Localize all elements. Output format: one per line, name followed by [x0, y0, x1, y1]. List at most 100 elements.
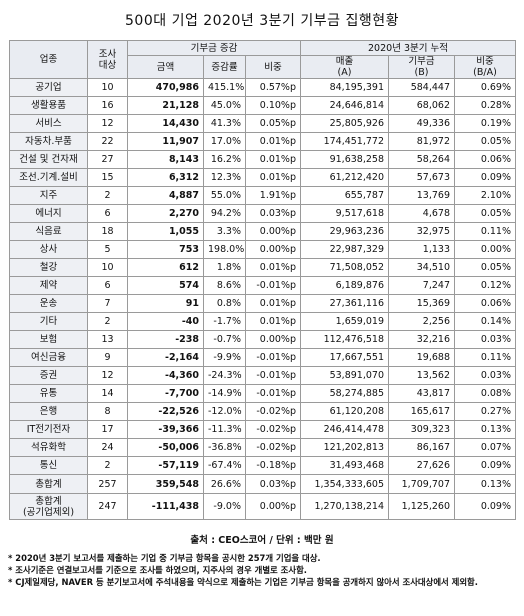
value-cell: 0.05%	[454, 204, 516, 223]
column-header: 비중	[245, 55, 301, 79]
group-header: 기부금 증감	[127, 40, 301, 56]
column-header: 업종	[9, 40, 88, 79]
value-cell: 71,508,052	[300, 258, 389, 277]
value-cell: 4,678	[388, 204, 455, 223]
column-header: 매출 (A)	[300, 55, 389, 79]
industry-cell: 제약	[9, 276, 88, 295]
industry-cell: 석유화학	[9, 438, 88, 457]
industry-cell: 생활용품	[9, 96, 88, 115]
note: * 조사기준은 연결보고서를 기준으로 조사를 하였으며, 지주사의 경우 개별…	[8, 565, 307, 575]
donation-table: 업종 조사 대상 기부금 증감 2020년 3분기 누적 금액 증감률 비중 매출 (A) 기부…	[9, 40, 516, 520]
value-cell: 1,270,138,214	[300, 493, 389, 520]
table-row: 에너지 6 2,270 94.2% 0.03%p 9,517,618 4,678 0.05%	[9, 204, 516, 223]
value-cell: 21,128	[127, 96, 204, 115]
value-cell: 0.27%	[454, 402, 516, 421]
table-row: 총합계 (공기업제외) 247 -111,438 -9.0% 0.00%p 1,270,1…	[9, 493, 516, 520]
value-cell: -111,438	[127, 493, 204, 520]
value-cell: 0.07%	[454, 438, 516, 457]
value-cell: 6	[87, 276, 128, 295]
value-cell: -0.01%p	[245, 384, 301, 403]
table-row: 식음료 18 1,055 3.3% 0.00%p 29,963,236 32,975 0.11…	[9, 222, 516, 241]
value-cell: 6,312	[127, 168, 204, 187]
table-row: 자동차.부품 22 11,907 17.0% 0.01%p 174,451,772 81,9…	[9, 132, 516, 151]
value-cell: 22,987,329	[300, 240, 389, 259]
value-cell: 0.01%p	[245, 312, 301, 331]
table-row: 공기업 10 470,986 415.1% 0.57%p 84,195,391 584,44…	[9, 78, 516, 97]
value-cell: 27	[87, 150, 128, 169]
value-cell: 8.6%	[203, 276, 246, 295]
value-cell: -238	[127, 330, 204, 349]
value-cell: 94.2%	[203, 204, 246, 223]
value-cell: -9.9%	[203, 348, 246, 367]
industry-cell: 자동차.부품	[9, 132, 88, 151]
table-row: 건설 및 건자재 27 8,143 16.2% 0.01%p 91,638,258 58,2…	[9, 150, 516, 169]
value-cell: 7	[87, 294, 128, 313]
value-cell: -40	[127, 312, 204, 331]
value-cell: 49,336	[388, 114, 455, 133]
value-cell: -12.0%	[203, 402, 246, 421]
value-cell: 27,626	[388, 456, 455, 475]
title: 500대 기업 2020년 3분기 기부금 집행현황	[125, 13, 399, 29]
table-row: 여신금융 9 -2,164 -9.9% -0.01%p 17,667,551 19,688 0…	[9, 348, 516, 367]
value-cell: 0.01%p	[245, 258, 301, 277]
industry-cell: 유통	[9, 384, 88, 403]
table-row: 기타 2 -40 -1.7% 0.01%p 1,659,019 2,256 0.14%	[9, 312, 516, 331]
value-cell: -0.01%p	[245, 348, 301, 367]
value-cell: 0.05%	[454, 258, 516, 277]
value-cell: 0.00%p	[245, 240, 301, 259]
value-cell: 2	[87, 456, 128, 475]
value-cell: 9,517,618	[300, 204, 389, 223]
value-cell: 0.09%	[454, 168, 516, 187]
column-header: 비중 (B/A)	[454, 55, 516, 79]
industry-cell: 조선.기계.설비	[9, 168, 88, 187]
value-cell: 61,120,208	[300, 402, 389, 421]
value-cell: 112,476,518	[300, 330, 389, 349]
value-cell: 86,167	[388, 438, 455, 457]
value-cell: 470,986	[127, 78, 204, 97]
value-cell: 0.00%	[454, 240, 516, 259]
value-cell: 0.00%p	[245, 330, 301, 349]
header-row: 금액 증감률 비중 매출 (A) 기부금 (B) 비중 (B/A)	[10, 55, 516, 79]
value-cell: 0.09%	[454, 456, 516, 475]
value-cell: 655,787	[300, 186, 389, 205]
value-cell: 246,414,478	[300, 420, 389, 439]
industry-cell: 에너지	[9, 204, 88, 223]
table-row: 증권 12 -4,360 -24.3% -0.01%p 53,891,070 13,562 0…	[9, 366, 516, 385]
value-cell: 5	[87, 240, 128, 259]
value-cell: 1,133	[388, 240, 455, 259]
value-cell: 3.3%	[203, 222, 246, 241]
value-cell: 584,447	[388, 78, 455, 97]
table-row: 철강 10 612 1.8% 0.01%p 71,508,052 34,510 0.05%	[9, 258, 516, 277]
value-cell: 0.11%	[454, 348, 516, 367]
value-cell: 247	[87, 493, 128, 520]
value-cell: -0.01%p	[245, 276, 301, 295]
value-cell: -50,006	[127, 438, 204, 457]
industry-cell: 공기업	[9, 78, 88, 97]
table-row: 석유화학 24 -50,006 -36.8% -0.02%p 121,202,813 86,…	[9, 438, 516, 457]
table-row: 운송 7 91 0.8% 0.01%p 27,361,116 15,369 0.06%	[9, 294, 516, 313]
value-cell: 0.05%	[454, 132, 516, 151]
value-cell: 174,451,772	[300, 132, 389, 151]
value-cell: 13,562	[388, 366, 455, 385]
value-cell: 24,646,814	[300, 96, 389, 115]
value-cell: 6	[87, 204, 128, 223]
value-cell: 14	[87, 384, 128, 403]
value-cell: 32,975	[388, 222, 455, 241]
value-cell: -36.8%	[203, 438, 246, 457]
value-cell: 11,907	[127, 132, 204, 151]
value-cell: 22	[87, 132, 128, 151]
value-cell: 0.12%	[454, 276, 516, 295]
value-cell: 2	[87, 186, 128, 205]
value-cell: 0.03%p	[245, 474, 301, 494]
table-row: 총합계 257 359,548 26.6% 0.03%p 1,354,333,605 1,7…	[9, 474, 516, 494]
value-cell: 1,125,260	[388, 493, 455, 520]
value-cell: 13,769	[388, 186, 455, 205]
value-cell: 26.6%	[203, 474, 246, 494]
value-cell: 17	[87, 420, 128, 439]
industry-cell: 식음료	[9, 222, 88, 241]
table-row: 유통 14 -7,700 -14.9% -0.01%p 58,274,885 43,817 0…	[9, 384, 516, 403]
value-cell: 13	[87, 330, 128, 349]
value-cell: 0.03%p	[245, 204, 301, 223]
notes: * 2020년 3분기 보고서를 제출하는 기업 중 기부금 항목을 공시한 2…	[8, 552, 518, 588]
value-cell: 1,659,019	[300, 312, 389, 331]
